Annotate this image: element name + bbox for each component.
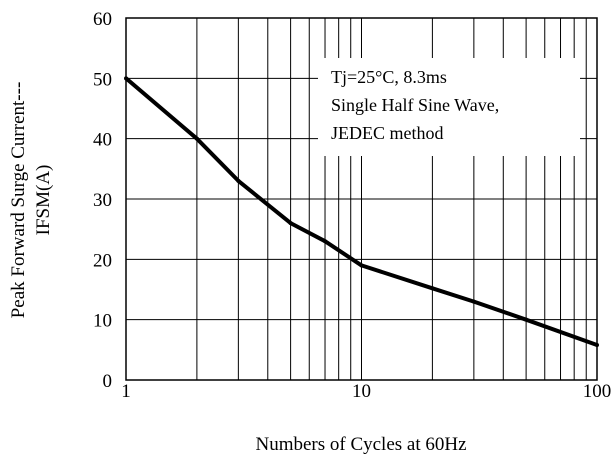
y-tick-label: 30 bbox=[93, 190, 112, 211]
plot-frame bbox=[125, 17, 598, 381]
annotation-line-2: Single Half Sine Wave, bbox=[331, 95, 499, 115]
data-point bbox=[595, 343, 599, 348]
x-tick-label: 100 bbox=[583, 381, 612, 402]
data-point bbox=[236, 178, 241, 183]
data-point bbox=[124, 76, 128, 81]
x-tick-label: 10 bbox=[352, 381, 371, 402]
annotation-background bbox=[318, 58, 580, 156]
y-tick-label: 0 bbox=[103, 371, 113, 392]
y-tick-label: 50 bbox=[93, 69, 112, 90]
y-tick-label: 10 bbox=[93, 311, 112, 332]
y-tick-labels: 0 10 20 30 40 50 60 bbox=[93, 9, 112, 392]
x-axis-label: Numbers of Cycles at 60Hz bbox=[255, 434, 466, 455]
data-point bbox=[288, 221, 293, 226]
x-tick-labels: 1 10 100 bbox=[121, 381, 611, 402]
y-axis-label: Peak Forward Surge Current--- bbox=[8, 82, 29, 319]
data-point bbox=[524, 317, 529, 322]
y-axis-label-unit: IFSM(A) bbox=[33, 165, 54, 236]
annotation-line-1: Tj=25°C, 8.3ms bbox=[331, 67, 447, 87]
annotation-line-3: JEDEC method bbox=[331, 123, 444, 143]
data-point bbox=[359, 263, 364, 268]
data-point bbox=[430, 286, 435, 291]
y-tick-label: 40 bbox=[93, 130, 112, 151]
x-tick-label: 1 bbox=[121, 381, 131, 402]
data-point bbox=[194, 136, 199, 141]
data-point bbox=[471, 299, 476, 304]
series-points bbox=[124, 76, 599, 348]
series-line bbox=[124, 76, 598, 347]
y-tick-label: 60 bbox=[93, 9, 112, 30]
y-tick-label: 20 bbox=[93, 250, 112, 271]
data-point bbox=[323, 239, 328, 244]
